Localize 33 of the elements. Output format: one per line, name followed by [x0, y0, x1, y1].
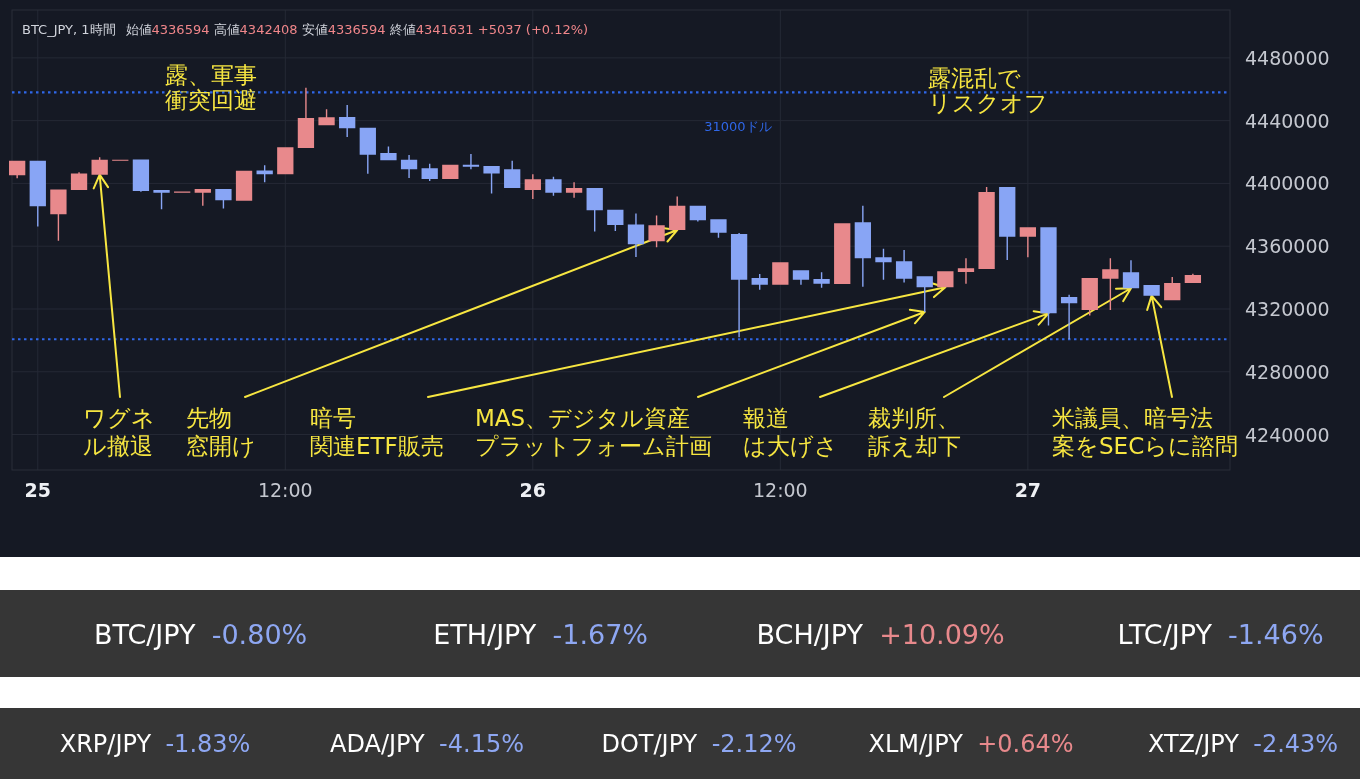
ticker: ETH/JPY -1.67%	[433, 618, 648, 649]
ticker: ADA/JPY -4.15%	[330, 729, 525, 758]
x-tick-label: 12:00	[752, 479, 808, 501]
x-tick-label: 25	[24, 479, 52, 501]
annotation: 先物窓開け	[186, 405, 256, 459]
annotation: 露混乱でリスクオフ	[928, 65, 1048, 116]
y-tick-label: 4320000	[1245, 297, 1330, 320]
y-tick-label: 4440000	[1245, 109, 1330, 132]
y-tick-label: 4400000	[1245, 172, 1330, 195]
x-tick-label: 12:00	[257, 479, 313, 501]
ticker: DOT/JPY -2.12%	[601, 729, 797, 758]
y-tick-label: 4240000	[1245, 423, 1330, 446]
ticker: BTC/JPY -0.80%	[94, 618, 308, 649]
ticker: XLM/JPY +0.64%	[868, 729, 1074, 758]
ticker: XRP/JPY -1.83%	[59, 729, 251, 758]
ref-line-label: 31000ドル	[704, 118, 772, 134]
x-tick-label: 27	[1014, 479, 1042, 501]
annotation: 報道は大げさ	[743, 405, 838, 459]
text: 始値4336594 高値4342408 安値4336594 終値4341631 +5037 (+0.12%)	[125, 21, 589, 37]
y-tick-label: 4360000	[1245, 235, 1330, 258]
ticker: LTC/JPY -1.46%	[1117, 618, 1324, 649]
annotation: 露、軍事衝突回避	[165, 62, 257, 113]
y-tick-label: 4480000	[1245, 46, 1330, 69]
annotation: 裁判所、訴え却下	[868, 405, 961, 459]
text: BTC_JPY, 1時間	[22, 21, 116, 37]
ticker: BCH/JPY +10.09%	[756, 618, 1005, 649]
ticker: XTZ/JPY -2.43%	[1147, 729, 1339, 758]
annotation: 米議員、暗号法案をSECらに諮問	[1052, 405, 1239, 459]
annotation: MAS、デジタル資産プラットフォーム計画	[475, 405, 712, 459]
annotation: ワグネル撤退	[83, 405, 155, 459]
x-tick-label: 26	[519, 479, 547, 501]
annotation: 暗号関連ETF販売	[310, 405, 444, 459]
y-tick-label: 4280000	[1245, 360, 1330, 383]
